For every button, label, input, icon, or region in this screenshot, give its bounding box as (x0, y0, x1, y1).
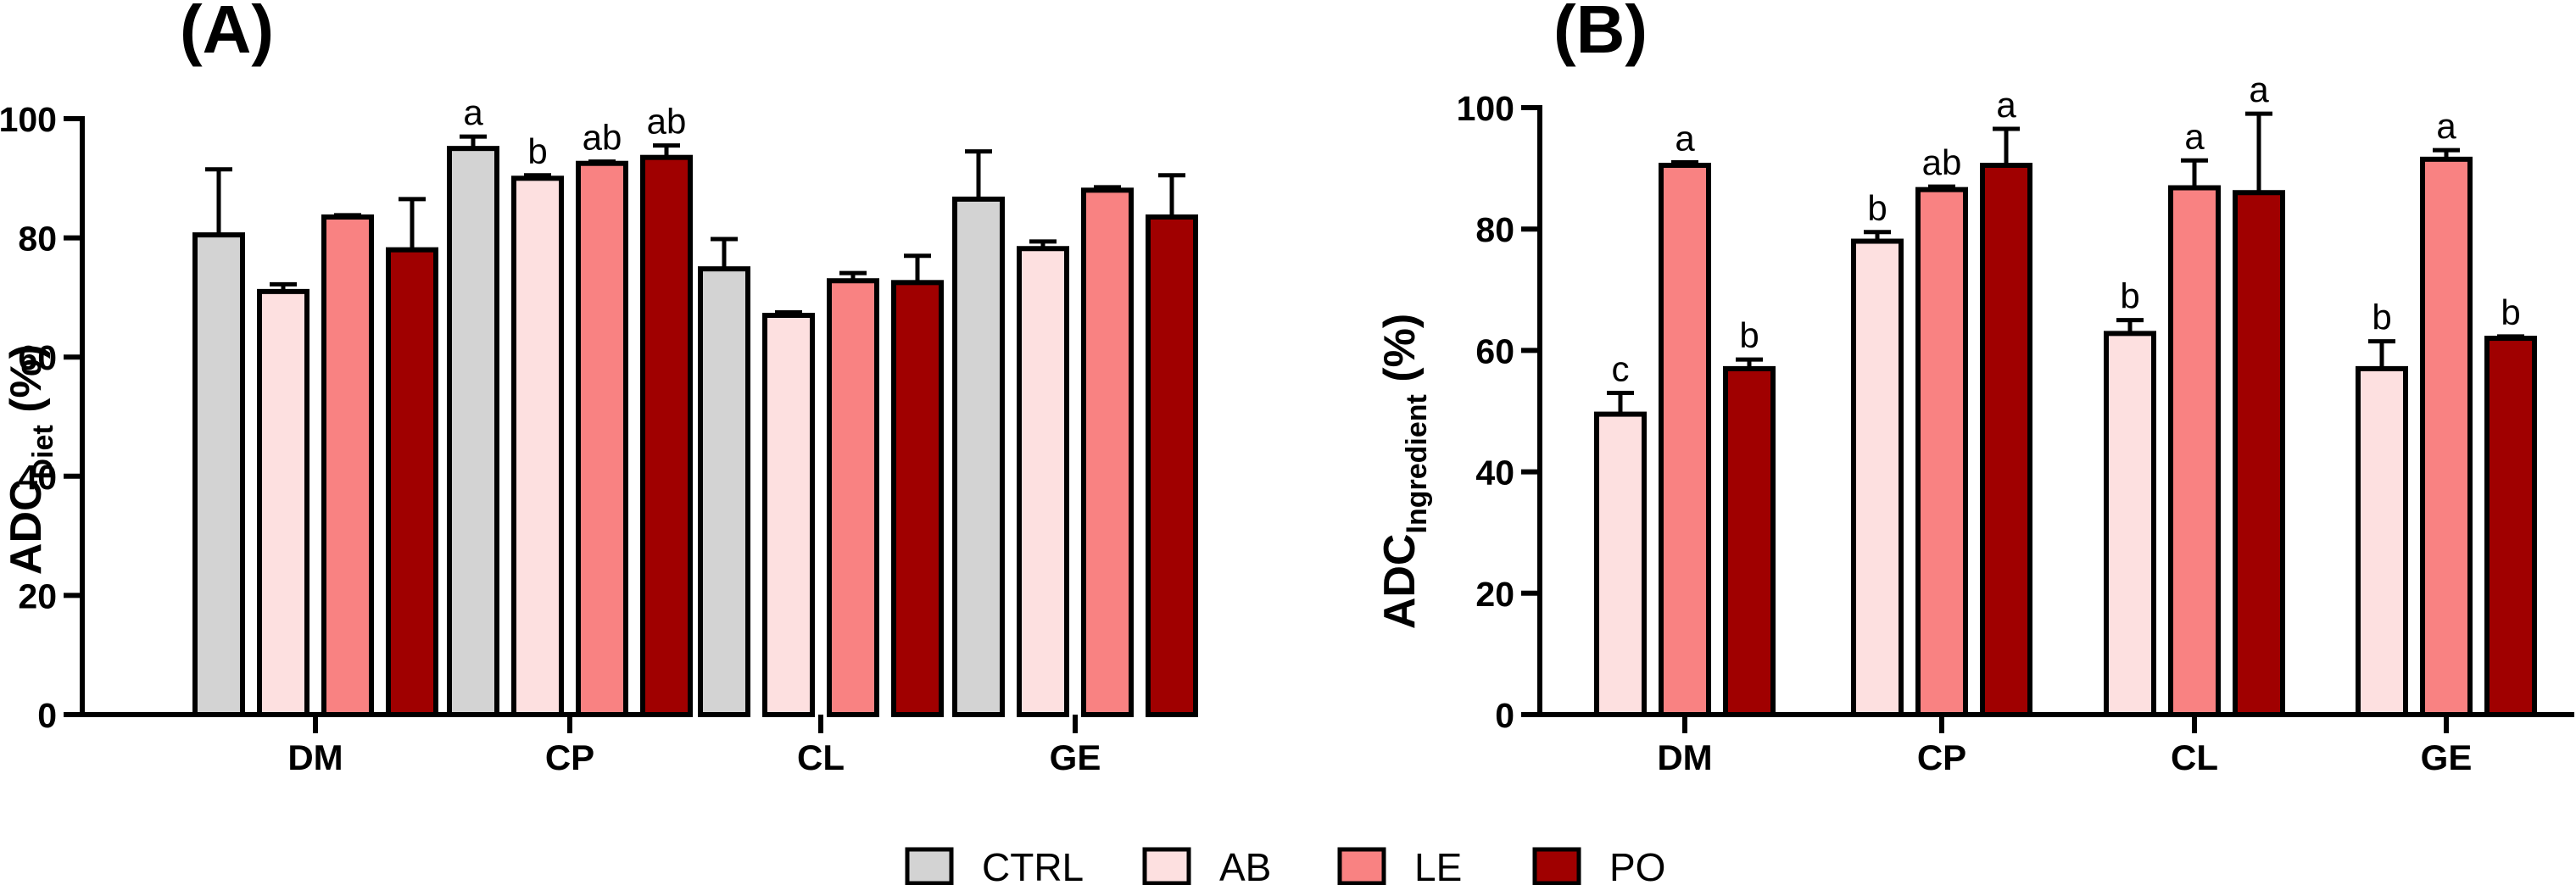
legend-swatch-po (1532, 847, 1581, 885)
panel-b-significance-label: a (1675, 118, 1695, 158)
panel-b-category-label: GE (2421, 738, 2473, 777)
panel-b-category-label: CL (2171, 738, 2218, 777)
panel-b-label: (B) (1553, 0, 1648, 67)
panel-b-significance-label: b (1739, 315, 1759, 355)
panel-b-significance-label: ab (1922, 142, 1962, 182)
panel-b-y-tick-label: 60 (1475, 331, 1514, 370)
panel-a-bar-le-dm (321, 214, 374, 717)
panel-b-category-label: CP (1917, 738, 1966, 777)
panel-b-y-axis-title: ADCIngredient (%) (1375, 314, 1433, 629)
panel-a-bar-ctrl-cl (698, 266, 750, 717)
panel-a-y-title-main: ADC (2, 479, 51, 575)
panel-b-y-tick-label: 80 (1475, 210, 1514, 249)
panel-a-bar-po-ge (1146, 214, 1198, 717)
panel-b-bar-po-dm (1723, 365, 1776, 717)
panel-b-bar-po-ge (2484, 336, 2537, 717)
panel-a-bar-le-cl (827, 278, 879, 717)
panel-a-bar-ab-dm (257, 288, 309, 717)
panel-a-bar-po-dm (386, 247, 438, 718)
panel-b: (B) ADCIngredient (%) 020406080100DMcabC… (1375, 0, 2574, 777)
legend-swatch-ab (1142, 847, 1191, 885)
panel-b-category-label: DM (1657, 738, 1712, 777)
legend-label-ctrl: CTRL (982, 845, 1084, 885)
panel-a-y-tick-label: 40 (18, 458, 57, 497)
panel-b-bar-le-cp (1915, 186, 1968, 718)
panel-a-bar-ab-cl (762, 312, 815, 717)
panel-a-significance-label: ab (647, 102, 687, 142)
panel-b-bar-po-cp (1980, 163, 2032, 717)
legend-label-le: LE (1414, 845, 1462, 885)
panel-b-significance-label: a (2249, 70, 2269, 109)
panel-a-bar-le-ge (1081, 187, 1134, 718)
panel-b-y-title-tail: (%) (1375, 314, 1425, 394)
panel-a-bar-ab-ge (1017, 246, 1069, 717)
panel-b-significance-label: a (2184, 116, 2205, 156)
panel-b-significance-label: c (1612, 349, 1630, 389)
panel-b-significance-label: b (2501, 292, 2520, 332)
legend: CTRL AB LE PO (905, 845, 1665, 885)
panel-a-bar-po-cl (891, 280, 944, 717)
panel-b-bar-ab-cp (1851, 238, 1904, 717)
panel-a-y-tick-label: 60 (18, 338, 57, 377)
panel-a-bar-le-cp (576, 160, 628, 718)
panel-a-category-label: DM (287, 738, 343, 777)
panel-a-y-tick-label: 20 (18, 576, 57, 615)
panel-b-y-title-main: ADC (1375, 534, 1425, 630)
panel-a-category-label: GE (1050, 738, 1101, 777)
panel-a-bar-po-cp (640, 154, 693, 717)
panel-a-y-tick-label: 100 (0, 100, 57, 139)
panel-a-y-axis-title: ADCDiet (%) (2, 344, 59, 575)
panel-b-bar-ab-dm (1594, 411, 1647, 717)
panel-b-significance-label: b (2372, 298, 2391, 337)
panel-b-y-tick-label: 20 (1475, 575, 1514, 614)
panel-b-significance-label: a (2436, 106, 2456, 146)
panel-a-y-title-sub: Diet (27, 425, 59, 479)
panel-a-significance-label: b (527, 131, 547, 171)
panel-a-y-title-tail: (%) (2, 344, 51, 425)
panel-b-bar-ab-ge (2356, 365, 2408, 717)
legend-label-ab: AB (1219, 845, 1271, 885)
panel-a-label: (A) (180, 0, 274, 67)
legend-swatch-ctrl (905, 847, 954, 885)
panel-b-y-title-sub: Ingredient (1401, 394, 1433, 533)
panel-b-y-tick-label: 0 (1495, 696, 1514, 735)
panel-b-significance-label: b (1867, 188, 1887, 228)
panel-a-bar-ab-cp (511, 175, 564, 718)
panel-b-bar-le-ge (2420, 156, 2473, 718)
panel-a-significance-label: ab (583, 118, 622, 158)
panel-b-bar-ab-cl (2104, 331, 2156, 717)
panel-b-bar-le-cl (2168, 185, 2221, 717)
panel-b-significance-label: a (1996, 85, 2016, 125)
legend-swatch-le (1337, 847, 1386, 885)
legend-label-po: PO (1609, 845, 1665, 885)
panel-b-y-tick-label: 100 (1457, 89, 1514, 128)
panel-b-bar-le-dm (1659, 163, 1711, 717)
panel-a-bar-ctrl-dm (192, 232, 245, 717)
panel-b-bar-po-cl (2233, 190, 2285, 718)
panel-a-significance-label: a (463, 92, 483, 132)
panel-a-bar-ctrl-ge (952, 196, 1005, 717)
panel-a-category-label: CP (545, 738, 594, 777)
panel-b-significance-label: b (2120, 276, 2139, 316)
panel-b-y-tick-label: 40 (1475, 454, 1514, 493)
panel-a-bar-ctrl-cp (447, 146, 499, 717)
panel-a-category-label: CL (797, 738, 845, 777)
panel-a-y-tick-label: 80 (18, 220, 57, 259)
panel-a-y-tick-label: 0 (37, 696, 57, 735)
